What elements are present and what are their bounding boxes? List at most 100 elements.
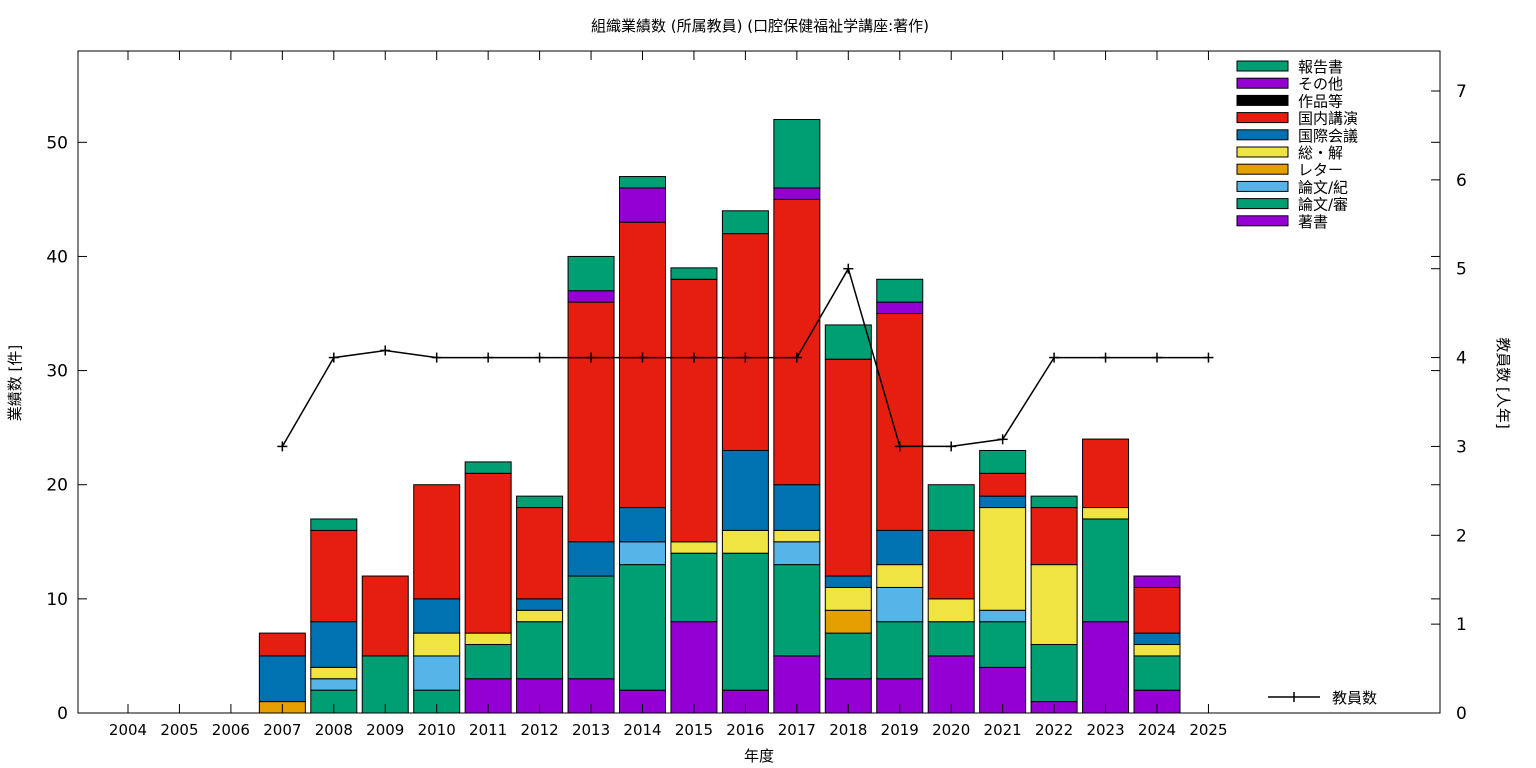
x-tick-label: 2014 xyxy=(623,721,661,739)
bar-segment-2010-5 xyxy=(413,598,461,634)
staff-count-point xyxy=(483,352,494,363)
y2-axis-label: 教員数 [人年] xyxy=(1494,337,1512,428)
bar-segment-2023-4 xyxy=(1082,507,1130,520)
bar-segment-2009-1 xyxy=(361,655,409,714)
bar-segment-2019-1 xyxy=(876,621,924,680)
bar-segment-2021-6 xyxy=(979,472,1027,497)
x-tick-label: 2010 xyxy=(418,721,456,739)
bar-segment-2024-8 xyxy=(1133,575,1181,588)
bar-segment-2024-6 xyxy=(1133,586,1181,634)
bar-segment-2010-4 xyxy=(413,632,461,657)
y-tick-label: 10 xyxy=(46,590,68,610)
x-axis-label: 年度 xyxy=(744,747,774,765)
x-tick-label: 2018 xyxy=(829,721,867,739)
bar-segment-2023-6 xyxy=(1082,438,1130,509)
staff-count-point xyxy=(946,441,957,452)
legend-label: 総・解 xyxy=(1298,144,1343,162)
bar-segment-2024-1 xyxy=(1133,655,1181,691)
y2-tick-label: 6 xyxy=(1456,171,1467,191)
bar-segment-2010-6 xyxy=(413,484,461,600)
bar-segment-2022-9 xyxy=(1030,495,1078,509)
legend-swatch xyxy=(1236,163,1289,175)
bar-segment-2016-9 xyxy=(721,210,769,235)
x-tick-label: 2007 xyxy=(263,721,301,739)
bar-segment-2017-9 xyxy=(773,118,821,189)
bar-segment-2012-9 xyxy=(516,495,564,509)
bar-segment-2019-5 xyxy=(876,529,924,566)
staff-count-point xyxy=(1203,352,1214,363)
bar-segment-2023-0 xyxy=(1082,621,1130,714)
staff-count-point xyxy=(791,352,802,363)
staff-count-point xyxy=(534,352,545,363)
bar-segment-2007-6 xyxy=(258,632,306,657)
staff-count-point xyxy=(431,352,442,363)
staff-count-point xyxy=(740,352,751,363)
bar-segment-2021-9 xyxy=(979,449,1027,474)
bar-segment-2017-6 xyxy=(773,198,821,486)
bar-segment-2011-1 xyxy=(464,644,512,680)
x-tick-label: 2015 xyxy=(675,721,713,739)
bar-segment-2023-1 xyxy=(1082,518,1130,623)
y-tick-label: 30 xyxy=(46,362,68,382)
bar-segment-2014-5 xyxy=(619,507,666,543)
bar-segment-2008-6 xyxy=(310,529,358,623)
y2-tick-label: 3 xyxy=(1456,437,1467,457)
staff-count-point xyxy=(328,352,339,363)
bar-segment-2008-9 xyxy=(310,518,358,531)
bar-segment-2019-8 xyxy=(876,301,924,315)
bar-segment-2008-2 xyxy=(310,678,358,691)
bar-segment-2010-2 xyxy=(413,655,461,691)
bar-segment-2012-1 xyxy=(516,621,564,680)
y-tick-label: 50 xyxy=(46,133,68,153)
bar-segment-2024-5 xyxy=(1133,632,1181,646)
legend-label: 作品等 xyxy=(1298,92,1343,110)
bar-segment-2013-8 xyxy=(567,290,615,303)
y2-tick-label: 7 xyxy=(1456,82,1467,102)
y-tick-label: 40 xyxy=(46,247,68,267)
staff-count-point xyxy=(1049,352,1060,363)
legend-swatch xyxy=(1236,94,1289,106)
x-tick-label: 2023 xyxy=(1086,721,1124,739)
bar-segment-2017-0 xyxy=(773,655,821,714)
legend-label: 論文/紀 xyxy=(1298,178,1348,196)
x-tick-label: 2011 xyxy=(469,721,507,739)
bar-segment-2019-9 xyxy=(876,278,924,303)
bar-segment-2016-4 xyxy=(721,529,769,554)
bar-segment-2012-5 xyxy=(516,598,564,611)
bar-segment-2014-6 xyxy=(619,221,666,509)
bar-segment-2015-4 xyxy=(670,541,718,554)
bar-segment-2018-3 xyxy=(824,609,872,634)
bar-segment-2014-1 xyxy=(619,564,666,691)
bar-segment-2021-1 xyxy=(979,621,1027,668)
bar-segment-2014-2 xyxy=(619,541,666,566)
legend-label: 国内講演 xyxy=(1298,110,1358,128)
bar-segment-2017-2 xyxy=(773,541,821,566)
x-tick-label: 2022 xyxy=(1035,721,1073,739)
bar-segment-2016-5 xyxy=(721,449,769,531)
bar-segment-2018-1 xyxy=(824,632,872,680)
x-tick-label: 2025 xyxy=(1189,721,1227,739)
staff-line-layer xyxy=(277,263,1214,452)
legend-swatch xyxy=(1236,215,1289,227)
x-tick-label: 2012 xyxy=(521,721,559,739)
bar-segment-2015-1 xyxy=(670,552,718,623)
x-tick-label: 2016 xyxy=(726,721,764,739)
bar-segment-2018-4 xyxy=(824,586,872,611)
bar-segment-2019-6 xyxy=(876,313,924,531)
legend-label: その他 xyxy=(1298,75,1343,93)
bar-segment-2007-5 xyxy=(258,655,306,703)
bar-segment-2012-6 xyxy=(516,507,564,600)
x-tick-label: 2021 xyxy=(984,721,1022,739)
legend-swatch xyxy=(1236,198,1289,210)
y-axis-label: 業績数 [件] xyxy=(6,345,24,421)
y-tick-label: 20 xyxy=(46,476,68,496)
bar-segment-2015-6 xyxy=(670,278,718,543)
x-tick-label: 2005 xyxy=(160,721,198,739)
x-tick-label: 2008 xyxy=(315,721,353,739)
bar-segment-2008-5 xyxy=(310,621,358,668)
legend-label: レター xyxy=(1298,161,1343,179)
legend-line-label: 教員数 xyxy=(1332,689,1377,707)
chart-title: 組織業績数 (所属教員) (口腔保健福祉学講座:著作) xyxy=(591,17,929,35)
bar-segment-2017-8 xyxy=(773,187,821,200)
legend-label: 著書 xyxy=(1298,213,1328,231)
